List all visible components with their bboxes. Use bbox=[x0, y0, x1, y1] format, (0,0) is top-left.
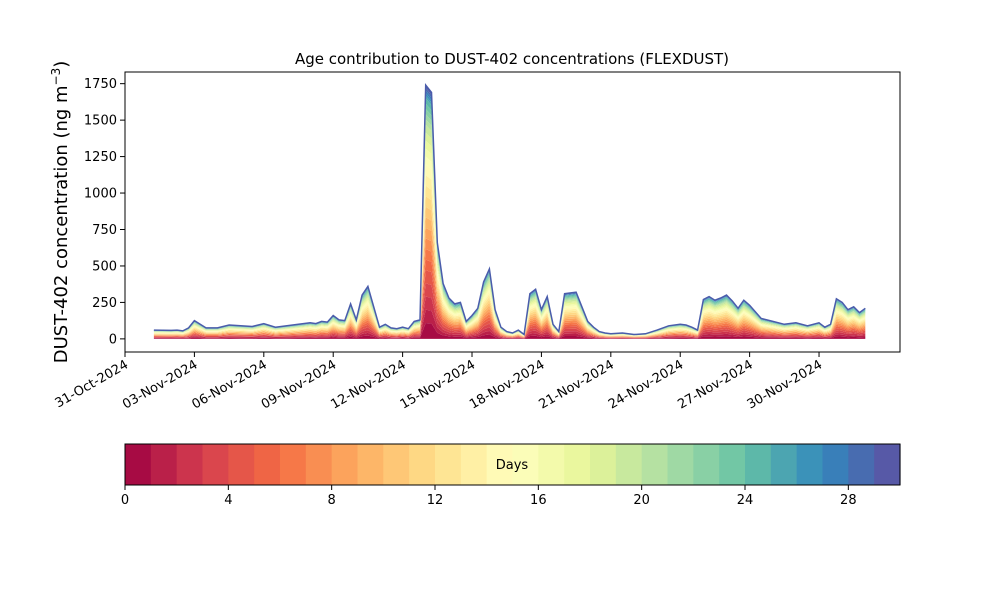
colorbar-bin bbox=[331, 444, 359, 485]
y-tick-label: 750 bbox=[92, 223, 117, 238]
colorbar-bin bbox=[125, 444, 152, 485]
colorbar-bins bbox=[125, 444, 901, 485]
colorbar-bin bbox=[150, 444, 178, 485]
y-axis-label-exponent: −3 bbox=[49, 68, 63, 86]
plot-frame bbox=[124, 71, 901, 353]
y-tick-label: 1000 bbox=[84, 187, 117, 202]
chart-title: Age contribution to DUST-402 concentrati… bbox=[295, 50, 729, 68]
y-tick-label: 250 bbox=[92, 296, 117, 311]
colorbar-bin bbox=[719, 444, 746, 485]
y-tick-label: 500 bbox=[92, 259, 117, 274]
colorbar-bin bbox=[770, 444, 798, 485]
y-axis-label-main: DUST-402 concentration (ng m bbox=[51, 85, 72, 363]
y-tick-label: 1250 bbox=[84, 150, 117, 165]
colorbar-tick-label: 24 bbox=[737, 493, 754, 508]
colorbar-tick-label: 20 bbox=[633, 493, 650, 508]
colorbar-bin bbox=[667, 444, 694, 485]
colorbar-bin bbox=[693, 444, 720, 485]
colorbar-tick-label: 28 bbox=[840, 493, 857, 508]
colorbar-bin bbox=[848, 444, 875, 485]
colorbar-ticks: 0 4 8 12 16 20 24 28 bbox=[121, 485, 857, 508]
colorbar-bin bbox=[796, 444, 824, 485]
colorbar: Days 0 4 8 12 16 20 24 28 bbox=[121, 443, 901, 508]
colorbar-bin bbox=[615, 444, 643, 485]
colorbar-frame bbox=[124, 443, 901, 486]
colorbar-tick-label: 4 bbox=[224, 493, 232, 508]
plot-area bbox=[124, 71, 901, 353]
colorbar-tick-label: 12 bbox=[427, 493, 444, 508]
colorbar-tick-label: 0 bbox=[121, 493, 129, 508]
colorbar-bin bbox=[486, 444, 514, 485]
colorbar-bin bbox=[254, 444, 281, 485]
y-tick-label: 1500 bbox=[84, 114, 117, 129]
colorbar-bin bbox=[176, 444, 204, 485]
colorbar-bin bbox=[409, 444, 436, 485]
colorbar-bin bbox=[641, 444, 669, 485]
y-axis: 0 250 500 750 1000 1250 1500 1750 bbox=[84, 77, 125, 347]
colorbar-bin bbox=[202, 444, 229, 485]
y-tick-label: 0 bbox=[109, 332, 117, 347]
total-concentration-line bbox=[153, 83, 866, 336]
colorbar-bin bbox=[383, 444, 410, 485]
colorbar-bin bbox=[228, 444, 255, 485]
colorbar-bin bbox=[745, 444, 772, 485]
colorbar-bin bbox=[564, 444, 591, 485]
y-axis-label: DUST-402 concentration (ng m−3) bbox=[49, 61, 72, 364]
colorbar-bin bbox=[590, 444, 617, 485]
y-axis-label-close: ) bbox=[51, 61, 72, 68]
colorbar-bin bbox=[874, 444, 901, 485]
colorbar-label: Days bbox=[496, 458, 529, 473]
colorbar-tick-label: 8 bbox=[328, 493, 336, 508]
y-tick-label: 1750 bbox=[84, 77, 117, 92]
colorbar-bin bbox=[280, 444, 307, 485]
colorbar-bin bbox=[512, 444, 539, 485]
colorbar-bin bbox=[460, 444, 488, 485]
colorbar-bin bbox=[435, 444, 462, 485]
colorbar-tick-label: 16 bbox=[530, 493, 547, 508]
colorbar-bin bbox=[305, 444, 333, 485]
colorbar-bin bbox=[357, 444, 384, 485]
colorbar-bin bbox=[538, 444, 565, 485]
colorbar-bin bbox=[822, 444, 849, 485]
